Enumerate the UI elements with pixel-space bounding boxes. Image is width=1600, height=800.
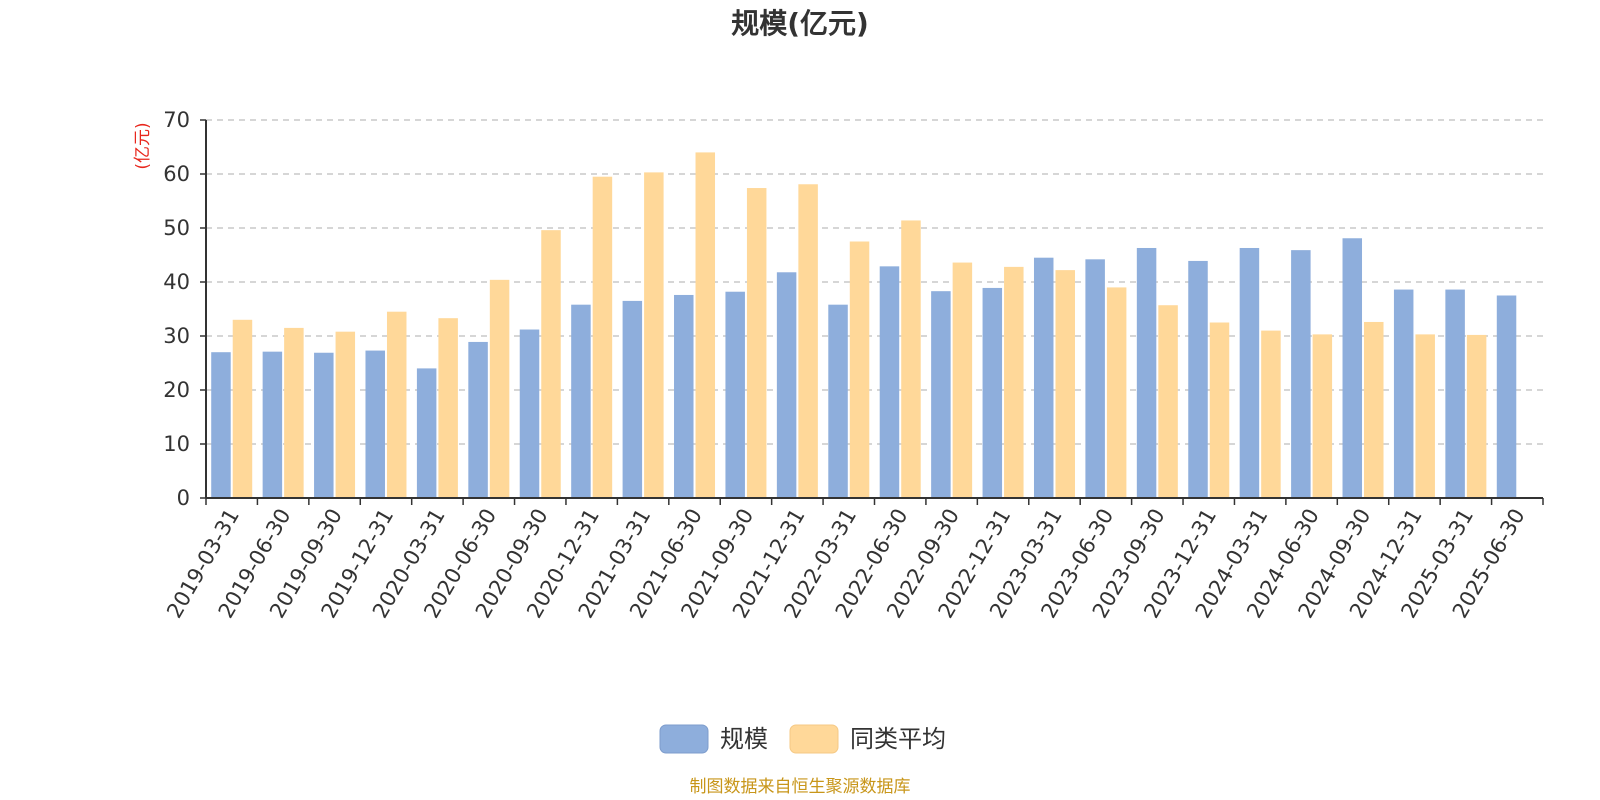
y-tick-label: 60	[163, 162, 190, 186]
bar-peer-average	[1415, 334, 1435, 498]
bar-scale	[519, 329, 540, 498]
bar-scale	[622, 300, 643, 498]
bar-scale	[1393, 289, 1414, 498]
bar-peer-average	[952, 262, 973, 498]
legend-swatch	[789, 724, 839, 754]
bar-peer-average	[901, 220, 921, 498]
bar-scale	[982, 287, 1003, 498]
bar-peer-average	[644, 172, 664, 498]
bar-scale	[1496, 295, 1517, 498]
bar-peer-average	[1055, 270, 1075, 498]
bar-peer-average	[1261, 330, 1281, 498]
bars	[211, 152, 1517, 499]
bar-scale	[879, 266, 900, 498]
bar-scale	[468, 341, 488, 498]
grid-lines	[206, 119, 1543, 445]
y-axis-unit-label: (亿元)	[133, 122, 153, 169]
bar-scale	[571, 304, 591, 498]
legend-label: 规模	[720, 725, 768, 753]
legend-swatch	[659, 724, 709, 754]
bar-scale	[1445, 289, 1465, 498]
bar-scale	[725, 291, 745, 498]
bar-scale	[931, 291, 951, 498]
y-tick-label: 10	[163, 432, 190, 456]
bar-scale	[776, 272, 797, 498]
y-tick-label: 40	[163, 270, 190, 294]
bar-peer-average	[438, 318, 458, 498]
bar-scale	[314, 352, 334, 498]
bar-peer-average	[592, 176, 613, 498]
bar-peer-average	[798, 184, 818, 498]
bar-scale	[365, 350, 385, 498]
bar-peer-average	[1364, 321, 1384, 498]
legend-label: 同类平均	[850, 725, 946, 753]
bar-peer-average	[1106, 287, 1127, 498]
axes	[200, 119, 1544, 505]
bar-peer-average	[386, 311, 407, 498]
bar-scale	[1136, 247, 1157, 498]
y-tick-label: 20	[163, 378, 190, 402]
y-tick-labels: 0 10 20 30 40 50 60 70	[163, 108, 190, 510]
x-tick-labels: 2019-03-312019-06-302019-09-302019-12-31…	[162, 504, 1529, 622]
bar-scale	[1239, 247, 1260, 498]
bar-peer-average	[1209, 322, 1230, 498]
bar-scale	[1342, 238, 1363, 498]
bar-scale	[674, 294, 694, 498]
bar-peer-average	[489, 279, 510, 498]
bar-scale	[262, 351, 283, 498]
bar-scale	[1033, 257, 1054, 498]
bar-scale	[1085, 259, 1105, 498]
bar-peer-average	[1466, 334, 1487, 498]
bar-peer-average	[1312, 334, 1333, 498]
bar-scale	[828, 304, 848, 498]
bar-peer-average	[335, 331, 356, 498]
data-source-note: 制图数据来自恒生聚源数据库	[690, 777, 911, 797]
bar-peer-average	[849, 241, 870, 498]
y-tick-label: 50	[163, 216, 190, 240]
bar-scale	[1291, 250, 1311, 498]
bar-peer-average	[746, 188, 767, 499]
y-tick-label: 30	[163, 324, 190, 348]
bar-scale	[211, 352, 231, 498]
bar-peer-average	[284, 327, 304, 498]
y-tick-label: 0	[177, 486, 190, 510]
bar-peer-average	[541, 230, 561, 498]
bar-peer-average	[695, 152, 716, 498]
legend: 规模 同类平均	[659, 724, 946, 754]
bar-peer-average	[1004, 266, 1024, 498]
chart-title: 规模(亿元)	[731, 7, 869, 40]
bar-scale	[1188, 260, 1208, 498]
y-tick-label: 70	[163, 108, 190, 132]
bar-scale	[416, 368, 437, 498]
bar-peer-average	[232, 319, 253, 498]
bar-peer-average	[1158, 305, 1178, 498]
